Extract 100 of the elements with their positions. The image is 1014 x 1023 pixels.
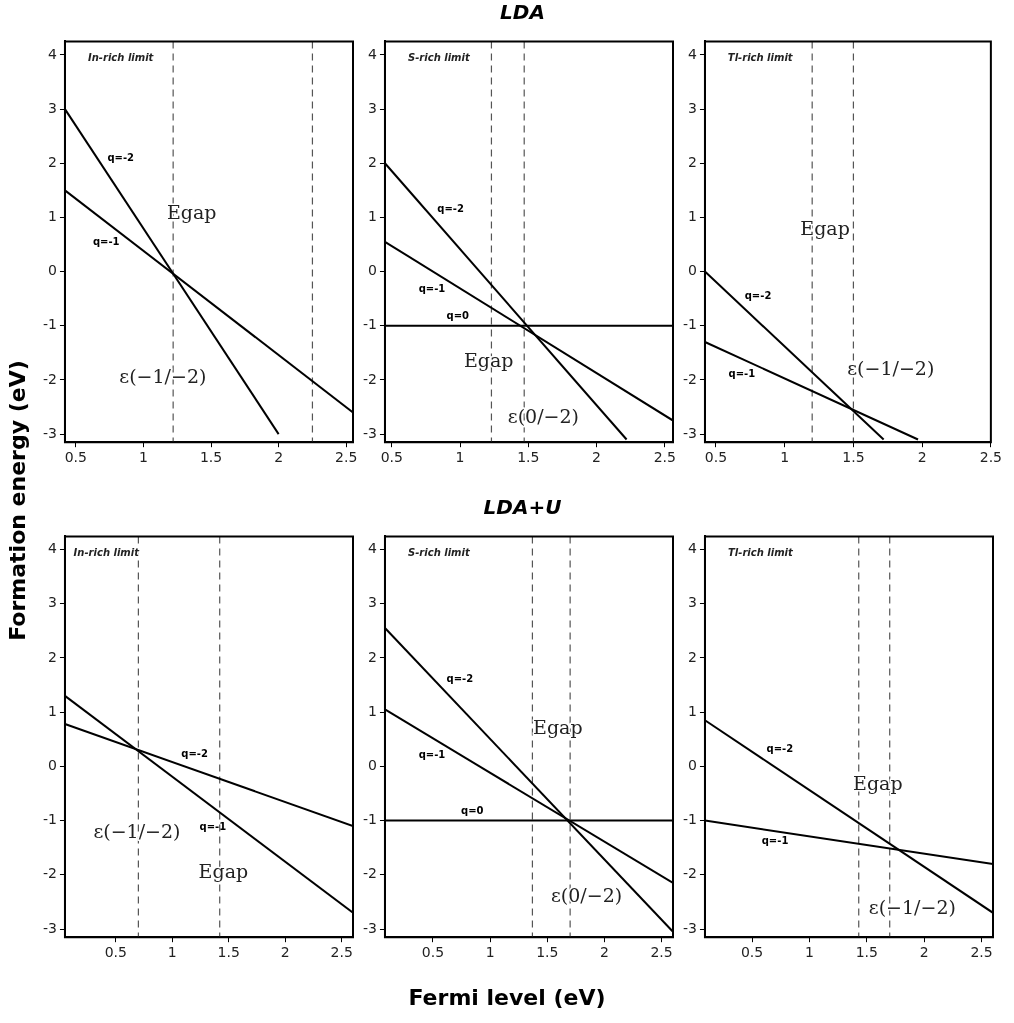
- y-tick-label: 2: [688, 153, 697, 170]
- y-tick-label: -2: [682, 865, 697, 882]
- y-tick-label: -1: [682, 811, 697, 828]
- y-tick-label: -1: [42, 811, 57, 828]
- x-tick-label: 0.5: [740, 944, 764, 961]
- y-tick-label: 3: [368, 594, 377, 611]
- y-tick-label: -3: [42, 919, 57, 936]
- x-tick-label: 0.5: [104, 944, 127, 961]
- y-tick-label: -1: [682, 316, 697, 333]
- annotation: Tl-rich limit: [727, 52, 794, 64]
- x-tick-label: 2: [592, 449, 602, 466]
- annotation: Egap: [166, 200, 217, 223]
- series-label: q=-1: [418, 282, 446, 294]
- x-tick-label: 1: [138, 449, 148, 466]
- x-tick-label: 2.5: [330, 944, 353, 961]
- y-tick-label: 3: [688, 594, 697, 611]
- y-tick-label: 4: [368, 540, 378, 557]
- y-tick-label: 1: [368, 208, 377, 225]
- y-tick-label: 1: [688, 702, 697, 719]
- x-tick-label: 1: [485, 944, 495, 961]
- y-axis-title: Formation energy (eV): [4, 359, 30, 641]
- annotation: ε(0/−2): [551, 884, 623, 907]
- x-tick-label: 1.5: [536, 944, 559, 961]
- annotation: ε(−1/−2): [119, 365, 207, 388]
- y-tick-label: -1: [362, 316, 377, 333]
- series-label: q=-1: [199, 821, 227, 833]
- y-tick-label: -1: [362, 811, 377, 828]
- x-tick-label: 2: [919, 944, 929, 961]
- y-tick-label: 0: [368, 262, 377, 279]
- series-label: q=-1: [761, 835, 789, 847]
- x-tick-label: 2.5: [970, 944, 993, 961]
- y-tick-label: -2: [362, 370, 377, 387]
- x-tick-label: 2: [280, 944, 290, 961]
- x-tick-label: 1.5: [855, 944, 878, 961]
- x-tick-label: 2.5: [335, 449, 358, 466]
- x-tick-label: 0.5: [64, 449, 87, 466]
- y-tick-label: 2: [368, 648, 377, 665]
- x-tick-label: 0.5: [421, 944, 445, 961]
- x-tick-label: 2.5: [653, 449, 676, 466]
- y-tick-label: 0: [48, 262, 57, 279]
- series-label: q=-2: [107, 152, 135, 164]
- x-tick-label: 1.5: [842, 449, 865, 466]
- annotation: In-rich limit: [73, 547, 141, 559]
- y-tick-label: 1: [48, 702, 57, 719]
- y-tick-label: -3: [682, 919, 697, 936]
- y-tick-label: -3: [42, 424, 57, 441]
- x-tick-label: 2: [917, 449, 927, 466]
- x-tick-label: 1: [804, 944, 814, 961]
- series-label: q=0: [446, 310, 470, 322]
- x-tick-label: 0.5: [704, 449, 728, 466]
- y-tick-label: -2: [362, 865, 377, 882]
- x-tick-label: 2.5: [979, 449, 1002, 466]
- annotation: ε(−1/−2): [868, 896, 956, 919]
- annotation: Egap: [853, 771, 903, 794]
- x-tick-label: 2: [274, 449, 284, 466]
- annotation: ε(0/−2): [507, 405, 579, 428]
- y-tick-label: 4: [688, 45, 698, 62]
- x-tick-label: 2: [599, 944, 609, 961]
- y-tick-label: 0: [688, 262, 697, 279]
- y-tick-label: 4: [688, 540, 698, 557]
- chart-title: LDA+U: [482, 495, 563, 521]
- x-tick-label: 1.5: [199, 449, 223, 466]
- y-tick-label: -3: [362, 424, 377, 441]
- annotation: In-rich limit: [88, 52, 155, 64]
- series-label: q=-2: [446, 673, 474, 685]
- y-tick-label: 3: [48, 99, 57, 116]
- x-tick-label: 1.5: [517, 449, 540, 466]
- y-tick-label: 0: [368, 757, 377, 773]
- y-tick-label: -1: [42, 316, 57, 333]
- y-tick-label: 3: [368, 99, 377, 116]
- x-tick-label: 1: [455, 449, 465, 466]
- x-tick-label: 0.5: [380, 449, 403, 466]
- series-label: q=-1: [92, 236, 120, 248]
- x-axis-title: Fermi level (eV): [407, 985, 607, 1010]
- annotation: Egap: [463, 348, 514, 371]
- y-tick-label: 2: [48, 153, 57, 170]
- y-tick-label: 4: [48, 45, 58, 62]
- series-label: q=-1: [728, 367, 756, 379]
- annotation: ε(−1/−2): [847, 356, 935, 379]
- series-label: q=-1: [418, 749, 446, 761]
- series-label: q=-2: [744, 289, 772, 301]
- annotation: S-rich limit: [408, 547, 471, 559]
- y-tick-label: 3: [48, 594, 57, 611]
- annotation: S-rich limit: [408, 52, 471, 64]
- y-tick-label: 0: [688, 757, 697, 773]
- y-tick-label: 2: [48, 648, 57, 665]
- annotation: Egap: [533, 715, 583, 738]
- x-tick-label: 1.5: [217, 944, 240, 961]
- y-tick-label: 1: [688, 208, 697, 225]
- y-tick-label: 1: [368, 702, 377, 719]
- x-tick-label: 2.5: [650, 944, 673, 961]
- y-tick-label: 4: [368, 45, 378, 62]
- y-tick-label: 4: [48, 540, 58, 557]
- y-tick-label: 1: [48, 208, 57, 225]
- chart-title: LDA: [499, 0, 546, 26]
- y-tick-label: 0: [48, 757, 57, 773]
- annotation: Tl-rich limit: [728, 547, 794, 559]
- annotation: Egap: [198, 860, 249, 883]
- y-tick-label: -2: [42, 370, 57, 387]
- y-tick-label: -2: [682, 370, 697, 387]
